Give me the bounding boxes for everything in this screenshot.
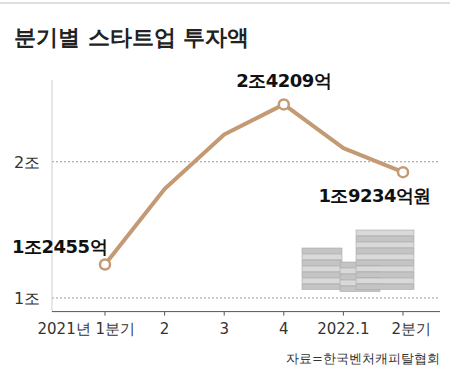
bill-layer [356, 242, 414, 248]
bill-layer [356, 266, 414, 272]
bill-layer [302, 266, 342, 272]
bill-layer [302, 254, 342, 260]
title: 분기별 스타트업 투자액 [14, 25, 249, 50]
bill-layer [356, 272, 414, 278]
x-tick-label: 2분기 [391, 320, 431, 338]
chart-svg: 분기별 스타트업 투자액 1조 2조 2021년 1분기 2 3 4 2022.1 2분기 1조2… [0, 0, 450, 377]
data-label: 2조4209억 [236, 70, 331, 91]
bill-layer [356, 260, 414, 266]
bill-layer [302, 278, 342, 284]
x-tick [105, 312, 106, 316]
decoration-icon [302, 230, 414, 292]
top-rule [0, 3, 450, 4]
data-label: 1조9234억원 [318, 185, 431, 206]
bill-layer [356, 278, 414, 284]
bill-layer [356, 254, 414, 260]
grid-line [52, 297, 440, 298]
x-tick-label: 2 [160, 320, 170, 338]
x-axis-line [52, 311, 440, 312]
bill-layer [356, 248, 414, 254]
bill-layer [302, 284, 342, 290]
x-tick-label: 2021년 1분기 [38, 320, 136, 338]
data-label: 1조2455억 [12, 236, 107, 257]
bill-layer [302, 272, 342, 278]
x-tick [343, 312, 344, 316]
data-point [398, 167, 408, 177]
source: 자료=한국벤처캐피탈협회 [286, 351, 440, 366]
x-tick [403, 312, 404, 316]
bill-layer [356, 284, 414, 290]
x-tick [164, 312, 165, 316]
x-tick-label: 4 [279, 320, 289, 338]
chart-container: 분기별 스타트업 투자액 1조 2조 2021년 1분기 2 3 4 2022.1 2분기 1조2… [0, 0, 450, 377]
bill-layer [356, 236, 414, 242]
x-tick [224, 312, 225, 316]
x-tick-label: 2022.1 [317, 320, 370, 338]
data-point [279, 99, 289, 109]
data-point [100, 260, 110, 270]
x-tick [283, 312, 284, 316]
bill-layer [302, 248, 342, 254]
y-tick-label: 2조 [14, 153, 40, 172]
bill-layer [356, 230, 414, 236]
y-tick-label: 1조 [14, 289, 40, 308]
y-grid [52, 162, 440, 298]
x-tick-label: 3 [219, 320, 229, 338]
background [0, 0, 450, 377]
y-axis-line [52, 80, 53, 312]
bill-layer [302, 260, 342, 266]
